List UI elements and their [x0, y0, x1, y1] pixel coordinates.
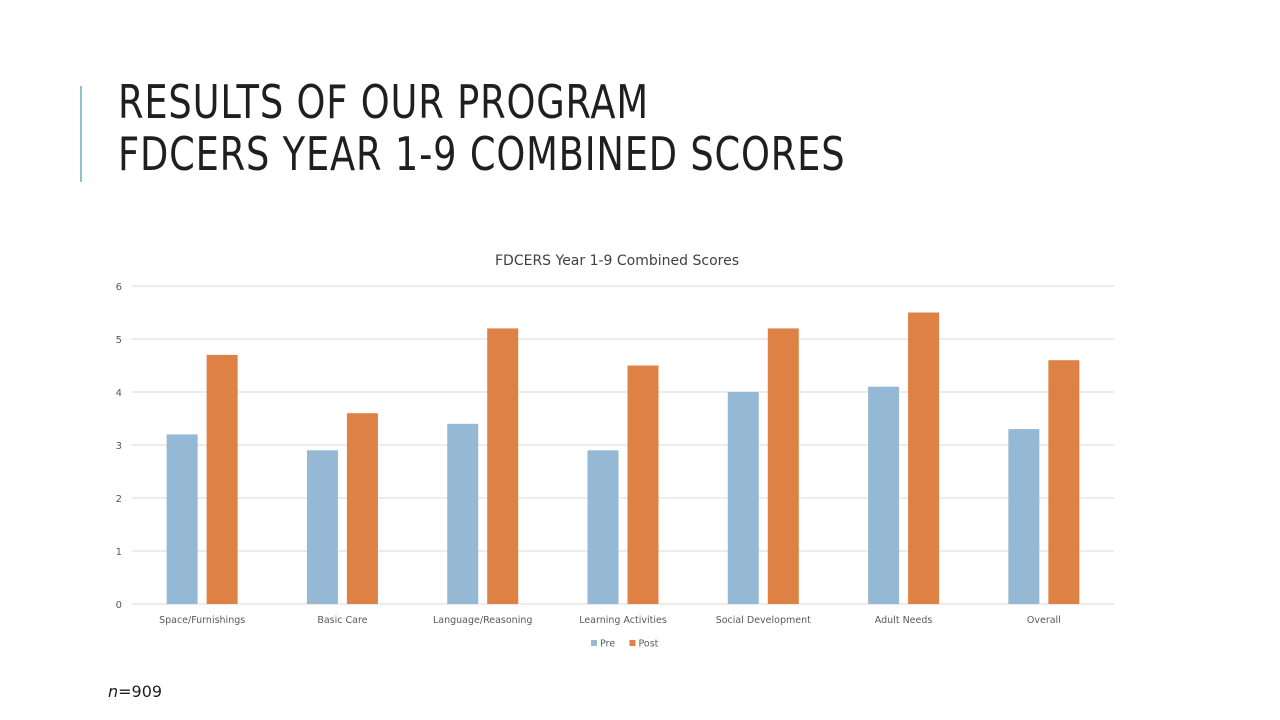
slide-title: RESULTS OF OUR PROGRAM FDCERS YEAR 1-9 C… — [118, 76, 845, 180]
x-tick-label: Social Development — [716, 615, 811, 626]
y-tick-label: 1 — [116, 547, 122, 558]
bar-post-3 — [627, 365, 659, 604]
title-accent-bar — [80, 86, 82, 182]
x-tick-label: Overall — [1027, 615, 1061, 626]
y-tick-label: 2 — [116, 494, 122, 505]
bar-post-4 — [767, 328, 799, 604]
legend-label-pre: Pre — [600, 639, 615, 650]
bar-post-1 — [346, 413, 378, 604]
y-tick-label: 5 — [116, 335, 122, 346]
bars — [166, 312, 1080, 604]
y-tick-label: 6 — [116, 282, 122, 293]
y-tick-label: 4 — [116, 388, 122, 399]
chart-title: FDCERS Year 1-9 Combined Scores — [495, 253, 739, 269]
legend-swatch-post — [629, 640, 636, 646]
x-tick-label: Adult Needs — [875, 615, 933, 626]
sample-size-note: n=909 — [108, 682, 162, 701]
legend: Pre Post — [591, 639, 659, 650]
x-axis-ticks: Space/Furnishings Basic Care Language/Reas… — [159, 615, 1061, 626]
legend-swatch-pre — [591, 640, 597, 646]
bar-post-6 — [1048, 360, 1080, 604]
x-tick-label: Basic Care — [317, 615, 367, 626]
sample-size-value: =909 — [118, 682, 163, 701]
slide-title-line-2: FDCERS YEAR 1-9 COMBINED SCORES — [118, 127, 846, 181]
legend-label-post: Post — [639, 639, 659, 650]
bar-post-0 — [206, 354, 238, 604]
gridlines — [132, 285, 1114, 605]
x-tick-label: Space/Furnishings — [159, 615, 245, 626]
bar-pre-4 — [727, 392, 759, 604]
bar-pre-6 — [1008, 429, 1040, 604]
bar-pre-3 — [587, 450, 619, 604]
bar-pre-5 — [868, 386, 900, 604]
bar-pre-1 — [306, 450, 338, 604]
sample-size-variable: n — [108, 682, 119, 701]
bar-post-5 — [908, 312, 940, 604]
bar-pre-2 — [447, 423, 479, 604]
bar-pre-0 — [166, 434, 198, 604]
y-axis-ticks: 0 1 2 3 4 5 6 — [116, 282, 122, 611]
y-tick-label: 3 — [116, 441, 122, 452]
bar-post-2 — [487, 328, 519, 604]
x-tick-label: Learning Activities — [579, 615, 667, 626]
slide-title-line-1: RESULTS OF OUR PROGRAM — [118, 75, 649, 129]
y-tick-label: 0 — [116, 600, 122, 611]
x-tick-label: Language/Reasoning — [433, 615, 532, 626]
